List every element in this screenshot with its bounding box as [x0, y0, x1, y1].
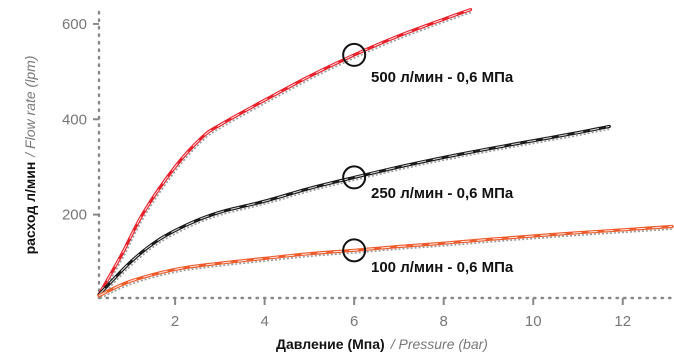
y-ticks: 200 400 600: [62, 16, 99, 224]
x-tick-label: 4: [260, 313, 268, 330]
y-tick-label: 400: [62, 111, 87, 128]
series-main-line: [97, 8, 473, 297]
series-line-500: [97, 8, 473, 298]
series-shadow-line: [100, 228, 674, 299]
x-tick-label: 12: [614, 313, 631, 330]
x-ticks: 2 4 6 8 10 12: [171, 298, 631, 330]
y-tick-label: 600: [62, 16, 87, 33]
x-tick-label: 2: [171, 313, 179, 330]
y-axis-title-en: / Flow rate (lpm): [22, 56, 38, 158]
y-axis-title: расход л/мин / Flow rate (lpm): [22, 56, 38, 255]
series-dash-line: [98, 226, 673, 297]
series-layer: [97, 8, 674, 299]
y-tick-label: 200: [62, 207, 87, 224]
annotation-500: 500 л/мин - 0,6 МПа: [371, 69, 514, 86]
x-tick-label: 10: [525, 313, 542, 330]
marker-circle-250: [342, 165, 367, 190]
series-shadow-line: [99, 11, 473, 298]
marker-circle-500: [342, 42, 367, 67]
x-tick-label: 6: [350, 313, 358, 330]
annotation-100: 100 л/мин - 0,6 МПа: [371, 259, 514, 276]
y-axis-title-ru: расход л/мин: [22, 162, 38, 255]
annotation-250: 250 л/мин - 0,6 МПа: [371, 185, 514, 202]
series-dash-line: [98, 9, 471, 295]
series-shadow-line: [99, 128, 611, 298]
series-dash-line: [98, 125, 610, 296]
x-axis-title-en: / Pressure (bar): [390, 336, 488, 352]
series-line-250: [97, 124, 611, 298]
x-axis-title: Давление (Мпа) / Pressure (bar): [276, 336, 488, 352]
marker-layer: [342, 42, 367, 263]
series-line-100: [97, 224, 674, 299]
marker-circle-100: [342, 238, 367, 263]
x-axis-title-ru: Давление (Мпа): [276, 336, 385, 352]
x-tick-label: 8: [440, 313, 448, 330]
